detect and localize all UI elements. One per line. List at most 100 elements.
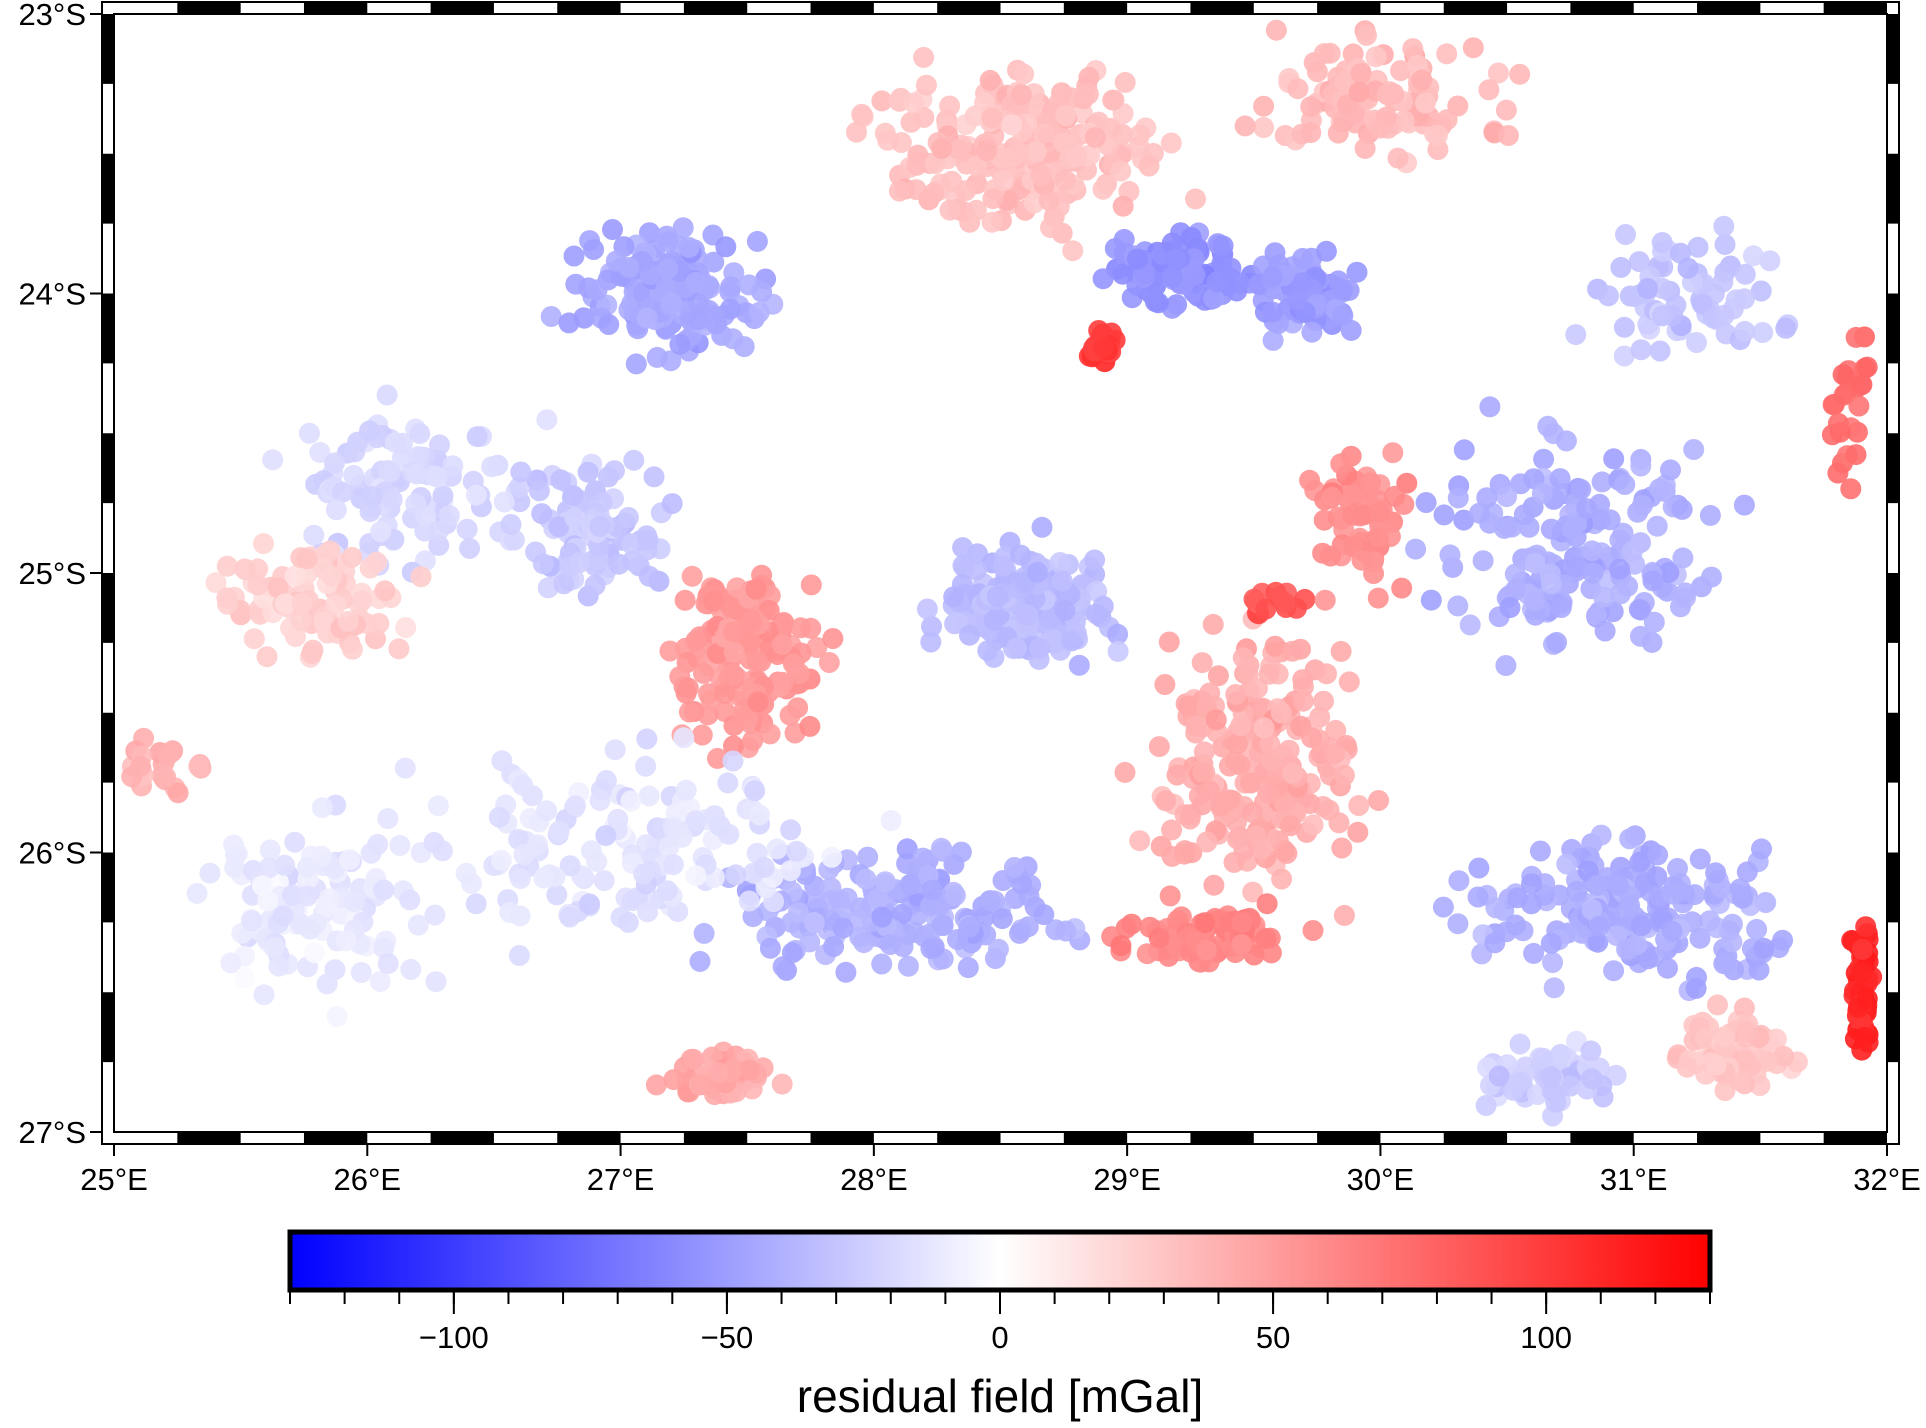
frame-segment xyxy=(1570,1132,1634,1144)
station-point xyxy=(891,903,913,925)
lon-tick-label: 31°E xyxy=(1600,1162,1668,1197)
station-point xyxy=(512,774,534,796)
station-point xyxy=(1321,486,1343,508)
station-point xyxy=(1129,830,1151,852)
frame-segment xyxy=(1697,2,1761,14)
station-point xyxy=(1301,321,1323,343)
station-point xyxy=(1225,684,1247,705)
frame-segment xyxy=(102,293,114,364)
station-point xyxy=(548,516,570,538)
station-point xyxy=(1676,1056,1698,1078)
station-point xyxy=(741,1078,763,1100)
frame-segment xyxy=(303,1132,368,1144)
station-point xyxy=(1348,795,1370,816)
station-point xyxy=(913,46,935,68)
station-point xyxy=(1376,83,1398,105)
station-point xyxy=(1008,142,1030,164)
station-point xyxy=(1523,942,1545,964)
station-point xyxy=(291,592,313,614)
station-point xyxy=(1179,808,1201,830)
station-point xyxy=(663,1069,685,1091)
station-point xyxy=(675,779,697,801)
station-point xyxy=(1165,248,1187,270)
station-point xyxy=(1382,442,1404,464)
station-point xyxy=(536,409,558,431)
frame-segment xyxy=(1063,1132,1128,1144)
station-point xyxy=(846,121,867,143)
station-point xyxy=(1327,122,1349,144)
station-point xyxy=(296,548,318,570)
frame-segment xyxy=(1317,1132,1381,1144)
station-point xyxy=(759,937,781,959)
station-point xyxy=(718,823,740,845)
station-point xyxy=(1561,518,1583,540)
map-panel: 25°E 26°E 27°E 28°E 29°E 30°E 31°E 32°E 23°S 24°… xyxy=(18,0,1920,1197)
station-point xyxy=(1749,1075,1771,1096)
station-point xyxy=(1088,320,1110,341)
station-point xyxy=(1185,722,1207,744)
station-point xyxy=(313,611,334,633)
station-point xyxy=(656,880,678,902)
station-point xyxy=(1691,293,1713,315)
station-point xyxy=(1347,821,1369,843)
station-point xyxy=(1733,494,1755,516)
station-point xyxy=(835,961,857,983)
station-point xyxy=(780,819,802,841)
station-point xyxy=(1734,1049,1756,1071)
station-point xyxy=(952,537,974,559)
station-point xyxy=(1714,1026,1736,1048)
station-point xyxy=(500,514,522,535)
station-point xyxy=(1496,486,1518,508)
station-point xyxy=(1369,501,1390,523)
station-point xyxy=(693,662,714,684)
station-point xyxy=(1637,278,1659,299)
station-point xyxy=(1148,927,1170,949)
station-point xyxy=(394,757,416,779)
station-point xyxy=(1609,558,1631,580)
station-point xyxy=(921,879,943,901)
station-point xyxy=(659,640,681,662)
frame-segment xyxy=(303,2,368,14)
station-point xyxy=(1509,63,1531,85)
station-point xyxy=(1320,545,1342,567)
station-point xyxy=(1453,509,1475,531)
station-point xyxy=(681,565,703,587)
colorbar-ticks: −100 −50 0 50 100 xyxy=(289,1290,1711,1355)
station-point xyxy=(1369,117,1391,139)
station-point xyxy=(559,906,581,928)
station-point xyxy=(337,610,359,632)
station-point xyxy=(880,810,902,832)
station-point xyxy=(1242,802,1264,824)
station-point xyxy=(1300,96,1322,118)
lat-tick-label: 26°S xyxy=(18,836,86,871)
station-point xyxy=(678,236,700,258)
station-point xyxy=(1773,1045,1795,1067)
station-point xyxy=(1524,590,1545,612)
station-point xyxy=(939,199,961,221)
station-point xyxy=(564,507,586,529)
station-point xyxy=(759,723,781,745)
station-point xyxy=(389,834,411,856)
station-point xyxy=(1129,124,1151,146)
station-point xyxy=(1356,24,1377,46)
station-point xyxy=(253,984,275,1006)
station-point xyxy=(682,1048,704,1070)
station-point xyxy=(1084,127,1106,148)
frame-segment xyxy=(1887,433,1899,504)
station-point xyxy=(1247,677,1268,699)
station-point xyxy=(939,95,961,117)
station-point xyxy=(1714,234,1736,255)
station-point xyxy=(804,888,826,910)
station-point xyxy=(205,572,227,594)
station-point xyxy=(1844,1028,1866,1050)
station-point xyxy=(1742,245,1764,267)
station-point xyxy=(1721,913,1743,935)
station-point xyxy=(1077,83,1099,105)
station-point xyxy=(1030,164,1052,186)
station-point xyxy=(1448,870,1470,892)
station-point xyxy=(1772,929,1794,951)
station-point xyxy=(943,586,965,608)
station-point xyxy=(598,314,620,335)
station-point xyxy=(335,930,357,952)
